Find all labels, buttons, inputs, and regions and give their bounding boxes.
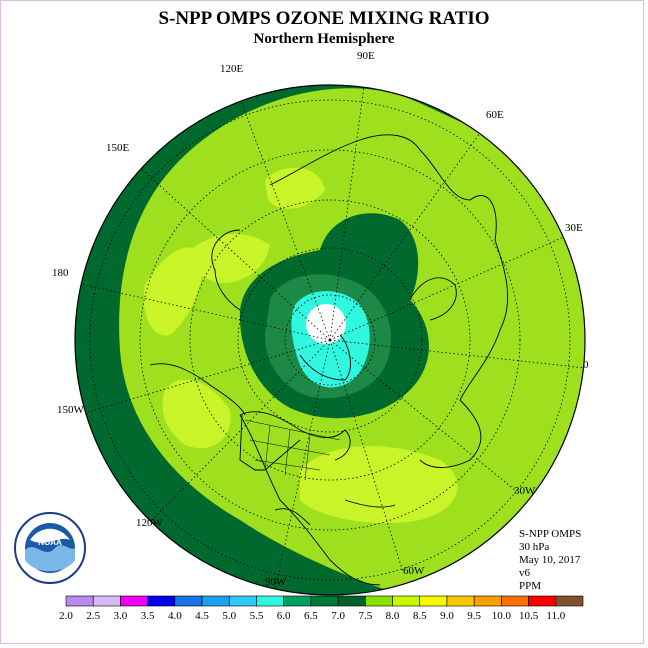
info-instrument: S-NPP OMPS bbox=[519, 528, 582, 540]
legend-tick-label: 10.0 bbox=[491, 610, 511, 622]
lon-label-120w: 120W bbox=[136, 517, 163, 529]
lon-label-30w: 30W bbox=[514, 485, 536, 497]
legend-tick-label: 8.0 bbox=[385, 610, 400, 622]
lon-label-150w: 150W bbox=[57, 404, 84, 416]
legend-tick-label: 7.0 bbox=[331, 610, 345, 622]
lon-label-90e: 90E bbox=[357, 50, 375, 62]
lon-label-60w: 60W bbox=[403, 565, 425, 577]
map-border bbox=[74, 84, 586, 596]
legend-tick-label: 2.5 bbox=[86, 610, 101, 622]
legend-tick-label: 11.0 bbox=[546, 610, 566, 622]
legend-tick-label: 10.5 bbox=[518, 610, 539, 622]
legend-tick-label: 5.5 bbox=[249, 610, 264, 622]
map-title: S-NPP OMPS OZONE MIXING RATIO bbox=[158, 8, 490, 29]
legend-tick-label: 9.0 bbox=[440, 610, 454, 622]
legend-tick-label: 3.0 bbox=[113, 610, 128, 622]
polar-data-gap bbox=[306, 304, 346, 344]
legend-tick-label: 4.5 bbox=[195, 610, 209, 622]
lon-label-120e: 120E bbox=[220, 63, 244, 75]
legend-tick-label: 2.0 bbox=[59, 610, 73, 622]
latitude-circles bbox=[89, 99, 571, 581]
lon-label-150e: 150E bbox=[106, 142, 130, 154]
ozone-light-patch-asia bbox=[188, 233, 270, 284]
legend-tick-label: 5.0 bbox=[222, 610, 237, 622]
legend-tick-label: 4.0 bbox=[167, 610, 182, 622]
legend-tick-label: 6.5 bbox=[304, 610, 318, 622]
legend-tick-label: 6.0 bbox=[276, 610, 291, 622]
info-version: v6 bbox=[519, 567, 530, 579]
ozone-light-patch-siberia bbox=[265, 167, 325, 209]
ozone-light-patch-pacific bbox=[143, 247, 203, 336]
info-units: PPM bbox=[519, 580, 542, 592]
info-date: May 10, 2017 bbox=[519, 554, 581, 566]
meridians bbox=[75, 85, 585, 591]
legend-tick-label: 3.5 bbox=[140, 610, 155, 622]
lon-label-30e: 30E bbox=[565, 222, 583, 234]
ozone-light-patch-alaska bbox=[162, 379, 231, 449]
map-subtitle: Northern Hemisphere bbox=[253, 31, 395, 47]
lon-label-90w: 90W bbox=[265, 576, 287, 588]
ozone-dark-band-outer bbox=[75, 85, 510, 595]
legend-tick-label: 9.5 bbox=[467, 610, 482, 622]
info-pressure: 30 hPa bbox=[519, 541, 550, 553]
coastlines bbox=[149, 134, 509, 586]
lon-label-180: 180 bbox=[52, 267, 69, 279]
state-boundaries bbox=[244, 419, 341, 481]
lon-label-0: 0 bbox=[583, 359, 589, 371]
ozone-light-patch-america bbox=[300, 446, 458, 524]
info-block: S-NPP OMPS 30 hPa May 10, 2017 v6 PPM bbox=[519, 528, 581, 593]
legend-tick-label: 7.5 bbox=[358, 610, 373, 622]
legend-tick-label: 8.5 bbox=[412, 610, 427, 622]
lon-label-60e: 60E bbox=[486, 109, 504, 121]
